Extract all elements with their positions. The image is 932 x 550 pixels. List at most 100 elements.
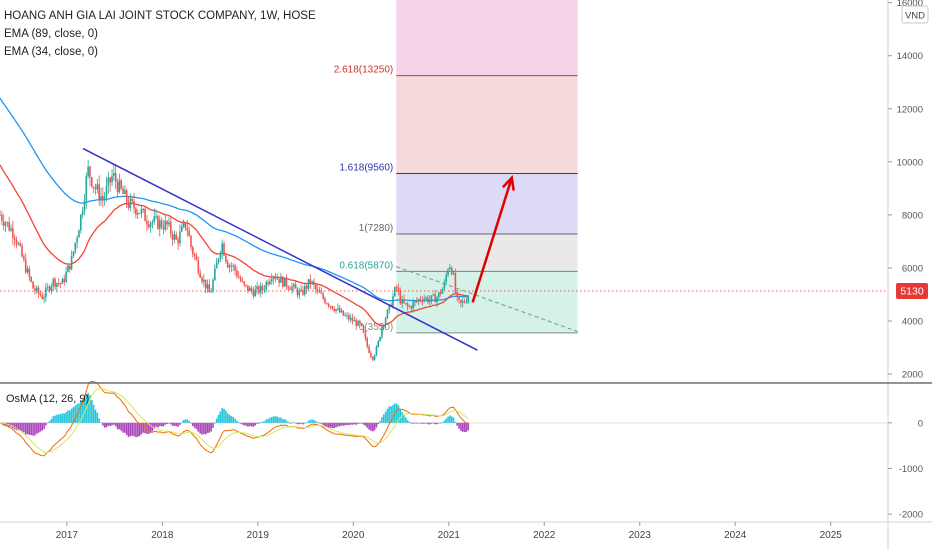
osma-bar xyxy=(226,413,229,423)
osma-bar xyxy=(292,422,295,424)
osma-bar xyxy=(296,422,299,425)
osma-bar xyxy=(94,409,97,423)
candle-body xyxy=(6,222,9,224)
osma-bar xyxy=(168,422,170,424)
candle-body xyxy=(32,281,34,289)
osma-bar xyxy=(118,422,121,430)
osma-bar xyxy=(199,422,201,434)
osma-bar xyxy=(250,422,253,427)
candle-body xyxy=(179,231,181,244)
osma-bar xyxy=(368,422,370,430)
candle-body xyxy=(59,283,62,285)
osma-bar xyxy=(91,400,93,423)
candle-body xyxy=(425,297,427,299)
candle-body xyxy=(454,273,457,293)
osma-bar xyxy=(338,422,341,427)
osma-bar xyxy=(452,417,455,423)
candle-body xyxy=(320,292,323,294)
osma-bar xyxy=(124,422,126,433)
osma-bar xyxy=(412,422,414,424)
osma-bar xyxy=(179,422,181,425)
candle-body xyxy=(362,325,365,333)
candle-body xyxy=(392,296,394,307)
candle-body xyxy=(232,265,235,267)
osma-bar xyxy=(177,422,179,427)
osma-bar xyxy=(184,419,187,423)
ema34-legend[interactable]: EMA (34, close, 0) xyxy=(4,46,98,58)
candle-body xyxy=(243,281,246,285)
candle-body xyxy=(263,289,266,291)
candle-body xyxy=(357,320,359,326)
candle-body xyxy=(212,280,214,292)
osma-bar xyxy=(331,422,334,428)
osma-bar xyxy=(68,410,71,423)
candle-body xyxy=(267,282,269,285)
candle-body xyxy=(168,222,170,225)
candle-body xyxy=(313,281,315,286)
candle-body xyxy=(311,281,313,284)
candle-body xyxy=(160,220,163,228)
osma-bar xyxy=(377,422,380,425)
candle-body xyxy=(182,222,185,227)
candle-body xyxy=(258,286,260,293)
fib-label-0.618: 0.618(5870) xyxy=(339,260,393,271)
candle-body xyxy=(353,320,356,322)
candle-body xyxy=(65,272,67,282)
osma-bar xyxy=(313,419,315,423)
osma-bar xyxy=(214,422,216,424)
osma-bar xyxy=(81,399,84,423)
candle-body xyxy=(302,289,304,295)
candle-body xyxy=(155,216,157,218)
osma-bar xyxy=(258,422,260,424)
candle-body xyxy=(304,285,306,295)
candle-body xyxy=(78,230,80,238)
candle-body xyxy=(96,184,99,190)
ema89-legend[interactable]: EMA (89, close, 0) xyxy=(4,28,98,40)
osma-bar xyxy=(427,422,429,425)
candle-body xyxy=(381,327,383,337)
candle-body xyxy=(408,306,411,308)
candle-body xyxy=(364,332,367,339)
candle-body xyxy=(8,222,10,231)
candle-body xyxy=(46,286,49,288)
osma-bar xyxy=(109,422,111,427)
osma-bar xyxy=(234,418,236,423)
osma-bar xyxy=(311,419,313,423)
candle-body xyxy=(226,261,229,268)
osma-bar xyxy=(326,422,328,428)
osma-bar xyxy=(102,422,104,426)
osma-bar xyxy=(289,422,291,424)
candle-body xyxy=(344,315,347,317)
candle-body xyxy=(83,200,86,212)
chart-title: HOANG ANH GIA LAI JOINT STOCK COMPANY, 1… xyxy=(4,10,316,22)
currency-badge[interactable]: VND xyxy=(901,5,929,24)
osma-bar xyxy=(32,422,34,436)
osma-bar xyxy=(316,421,319,423)
osma-bar xyxy=(465,422,468,432)
osma-bar xyxy=(87,392,89,423)
osma-bar xyxy=(373,422,376,431)
osma-bar xyxy=(34,422,36,436)
candle-body xyxy=(346,315,348,317)
candle-body xyxy=(138,212,141,214)
osma-bar xyxy=(193,422,196,428)
osma-bar xyxy=(19,422,21,431)
candle-body xyxy=(338,308,341,313)
osma-bar xyxy=(39,422,42,432)
candle-body xyxy=(278,278,280,283)
candle-body xyxy=(379,336,381,342)
osma-bar xyxy=(164,422,167,425)
osma-bar xyxy=(259,422,262,423)
fib-label-2.618: 2.618(13250) xyxy=(334,65,394,76)
candle-body xyxy=(43,297,45,299)
osma-bar xyxy=(140,422,143,435)
osma-bar xyxy=(232,417,235,423)
osma-bar xyxy=(248,422,251,427)
candle-body xyxy=(259,285,262,293)
osma-legend[interactable]: OsMA (12, 26, 9) xyxy=(6,393,89,405)
osma-bar xyxy=(76,404,78,423)
osma-bar xyxy=(92,404,95,423)
osma-bar xyxy=(406,419,409,423)
candle-body xyxy=(102,196,104,200)
